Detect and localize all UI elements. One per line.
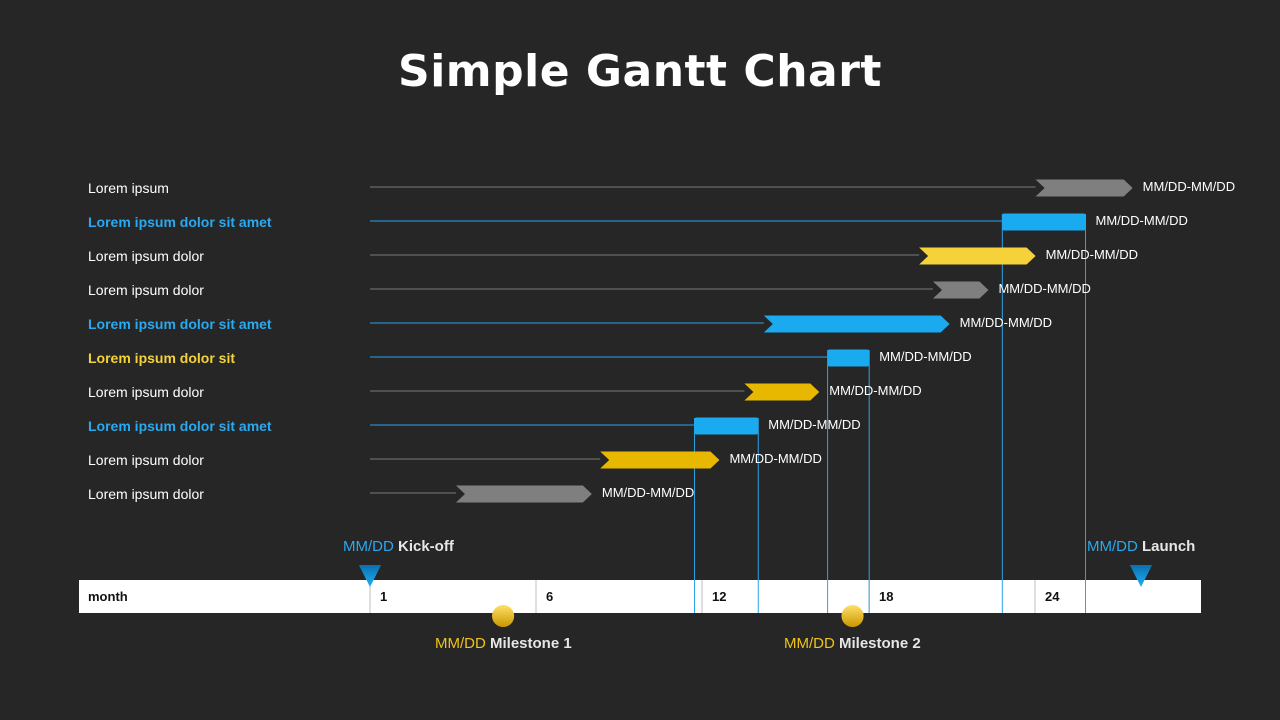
gantt-bar-6 <box>827 349 870 367</box>
row-label-8: Lorem ipsum dolor sit amet <box>88 418 272 434</box>
row-label-9: Lorem ipsum dolor <box>88 452 204 468</box>
bar-date-label-7: MM/DD-MM/DD <box>829 383 922 398</box>
marker-date: MM/DD <box>435 635 490 652</box>
gantt-bar-8 <box>694 417 759 435</box>
gantt-bar-10 <box>455 485 592 503</box>
row-label-7: Lorem ipsum dolor <box>88 384 204 400</box>
tick-label-1: 1 <box>380 589 388 604</box>
marker-label-milestone-1: MM/DD Milestone 1 <box>435 635 572 652</box>
row-label-3: Lorem ipsum dolor <box>88 248 204 264</box>
bar-date-label-6: MM/DD-MM/DD <box>879 349 972 364</box>
row-label-4: Lorem ipsum dolor <box>88 282 204 298</box>
gantt-bar-3 <box>919 247 1036 265</box>
marker-label-milestone-2: MM/DD Milestone 2 <box>784 635 921 652</box>
bar-date-label-8: MM/DD-MM/DD <box>768 417 861 432</box>
bar-date-label-5: MM/DD-MM/DD <box>959 315 1053 330</box>
marker-name: Launch <box>1142 538 1196 555</box>
gantt-bar-1 <box>1035 179 1133 197</box>
bar-date-label-3: MM/DD-MM/DD <box>1045 247 1139 262</box>
row-label-10: Lorem ipsum dolor <box>88 486 204 502</box>
row-label-6: Lorem ipsum dolor sit <box>88 350 236 366</box>
gantt-bar-4 <box>932 281 989 299</box>
marker-name: Milestone 2 <box>839 635 921 652</box>
marker-date: MM/DD <box>784 635 839 652</box>
row-label-1: Lorem ipsum <box>88 180 169 196</box>
bar-date-label-9: MM/DD-MM/DD <box>729 451 822 466</box>
marker-name: Kick-off <box>398 538 454 555</box>
marker-date: MM/DD <box>343 538 398 555</box>
tick-label-18: 18 <box>879 589 894 604</box>
gantt-bar-9 <box>600 451 720 469</box>
tick-label-24: 24 <box>1045 589 1060 604</box>
gantt-bar-2 <box>1002 213 1086 231</box>
gantt-bar-7 <box>744 383 820 401</box>
bar-date-label-4: MM/DD-MM/DD <box>998 281 1091 296</box>
chart-title: Simple Gantt Chart <box>398 46 882 97</box>
marker-label-kick-off: MM/DD Kick-off <box>343 538 454 555</box>
bar-date-label-2: MM/DD-MM/DD <box>1095 213 1188 228</box>
row-label-5: Lorem ipsum dolor sit amet <box>88 316 272 332</box>
timeline-axis <box>79 580 1201 613</box>
marker-name: Milestone 1 <box>490 635 572 652</box>
bar-date-label-10: MM/DD-MM/DD <box>601 485 695 500</box>
tick-label-6: 6 <box>546 589 554 604</box>
marker-label-launch: MM/DD Launch <box>1087 538 1195 555</box>
row-label-2: Lorem ipsum dolor sit amet <box>88 214 272 230</box>
bar-date-label-1: MM/DD-MM/DD <box>1142 179 1236 194</box>
tick-label-12: 12 <box>712 589 727 604</box>
axis-title: month <box>88 589 128 604</box>
gantt-bar-5 <box>763 315 950 333</box>
marker-date: MM/DD <box>1087 538 1142 555</box>
